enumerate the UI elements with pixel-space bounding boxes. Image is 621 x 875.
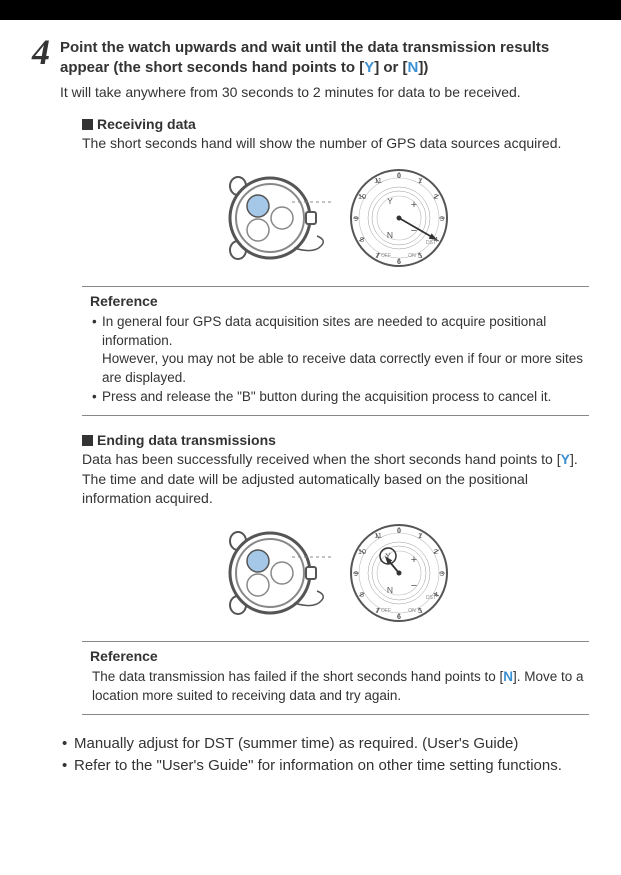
- accent-y: Y: [364, 59, 374, 76]
- dial-num-5: 5: [417, 251, 421, 260]
- reference1-item-1: Press and release the "B" button during …: [90, 388, 589, 407]
- dial-label-dst: DST: [426, 595, 436, 601]
- dial-num: 0: [396, 526, 400, 535]
- step-title-part-a: Point the watch upwards and wait until t…: [60, 39, 549, 76]
- dial-num-2: 2: [433, 192, 437, 201]
- dial-label-plus: +: [410, 199, 416, 211]
- watch-body-diagram: [214, 164, 334, 272]
- reference-box-2: Reference The data transmission has fail…: [82, 641, 589, 715]
- reference2-heading: Reference: [90, 648, 589, 664]
- step-subtext: It will take anywhere from 30 seconds to…: [60, 83, 589, 103]
- accent-n: N: [408, 59, 419, 76]
- ending-heading-text: Ending data transmissions: [97, 432, 276, 448]
- watch-body-diagram-2: [214, 519, 334, 627]
- dial-label-dst: DST: [426, 240, 436, 246]
- step-header-row: 4 Point the watch upwards and wait until…: [32, 38, 589, 102]
- dial-label-on: ON: [408, 253, 416, 259]
- dial-num-1: 1: [417, 176, 421, 185]
- square-bullet-icon: [82, 119, 93, 130]
- dial-num-9: 9: [353, 214, 357, 223]
- dial-num-10: 10: [357, 192, 365, 201]
- step-content: Receiving data The short seconds hand wi…: [82, 116, 589, 715]
- step-title: Point the watch upwards and wait until t…: [60, 38, 589, 79]
- dial-label-n: N: [386, 585, 392, 595]
- dial-num: 6: [396, 612, 400, 621]
- dial-num-3: 3: [439, 214, 443, 223]
- ending-heading: Ending data transmissions: [82, 432, 589, 448]
- ending-text: Data has been successfully received when…: [82, 450, 589, 509]
- dial-label-off: OFF: [381, 608, 391, 614]
- dial-num-11: 11: [374, 176, 382, 185]
- reference1-heading: Reference: [90, 293, 589, 309]
- dial-num-0: 0: [396, 171, 400, 180]
- accent-y: Y: [561, 451, 570, 467]
- reference-box-1: Reference In general four GPS data acqui…: [82, 286, 589, 416]
- figure-row-1: 0 1 2 3 4 5 6 7 8 9 10 11 Y N +: [82, 164, 589, 272]
- reference1-item-0: In general four GPS data acquisition sit…: [90, 313, 589, 389]
- dial-label-off: OFF: [381, 253, 391, 259]
- page-content: 4 Point the watch upwards and wait until…: [0, 20, 621, 798]
- dial-label-on: ON: [408, 608, 416, 614]
- section-receiving: Receiving data The short seconds hand wi…: [82, 116, 589, 154]
- dial-num: 9: [353, 569, 357, 578]
- receiving-heading-text: Receiving data: [97, 116, 196, 132]
- dial-num-8: 8: [359, 235, 363, 244]
- dial-num: 7: [375, 606, 379, 615]
- dial-num: 1: [417, 531, 421, 540]
- dial-num: 8: [359, 590, 363, 599]
- dial-label-y: Y: [387, 196, 393, 206]
- dial-num-7: 7: [375, 251, 379, 260]
- ending-text-a: Data has been successfully received when…: [82, 451, 561, 467]
- dial-num: 5: [417, 606, 421, 615]
- bottom-note-0: Manually adjust for DST (summer time) as…: [60, 733, 589, 756]
- bottom-notes: Manually adjust for DST (summer time) as…: [60, 733, 589, 778]
- square-bullet-icon: [82, 435, 93, 446]
- section-ending: Ending data transmissions Data has been …: [82, 432, 589, 509]
- dial-label-n: N: [386, 230, 392, 240]
- dial-num: 2: [433, 547, 437, 556]
- accent-n: N: [503, 669, 513, 684]
- dial-num-6: 6: [396, 257, 400, 266]
- top-black-bar: [0, 0, 621, 20]
- dial-diagram-1: 0 1 2 3 4 5 6 7 8 9 10 11 Y N +: [340, 164, 458, 272]
- dial-num: 3: [439, 569, 443, 578]
- dial-num: 11: [374, 531, 382, 540]
- reference2-text-a: The data transmission has failed if the …: [92, 669, 503, 684]
- receiving-text: The short seconds hand will show the num…: [82, 134, 589, 154]
- dial-num: 10: [357, 547, 365, 556]
- dial-label-minus: −: [410, 580, 416, 592]
- step-title-part-b: ] or [: [374, 59, 407, 76]
- step-number: 4: [32, 34, 50, 70]
- figure-row-2: 0 1 2 3 4 5 6 7 8 9 10 11 Y N: [82, 519, 589, 627]
- step-title-part-c: ]): [418, 59, 428, 76]
- reference2-text: The data transmission has failed if the …: [90, 668, 589, 706]
- dial-diagram-2: 0 1 2 3 4 5 6 7 8 9 10 11 Y N: [340, 519, 458, 627]
- bottom-note-1: Refer to the "User's Guide" for informat…: [60, 755, 589, 778]
- receiving-heading: Receiving data: [82, 116, 589, 132]
- dial-label-plus: +: [410, 554, 416, 566]
